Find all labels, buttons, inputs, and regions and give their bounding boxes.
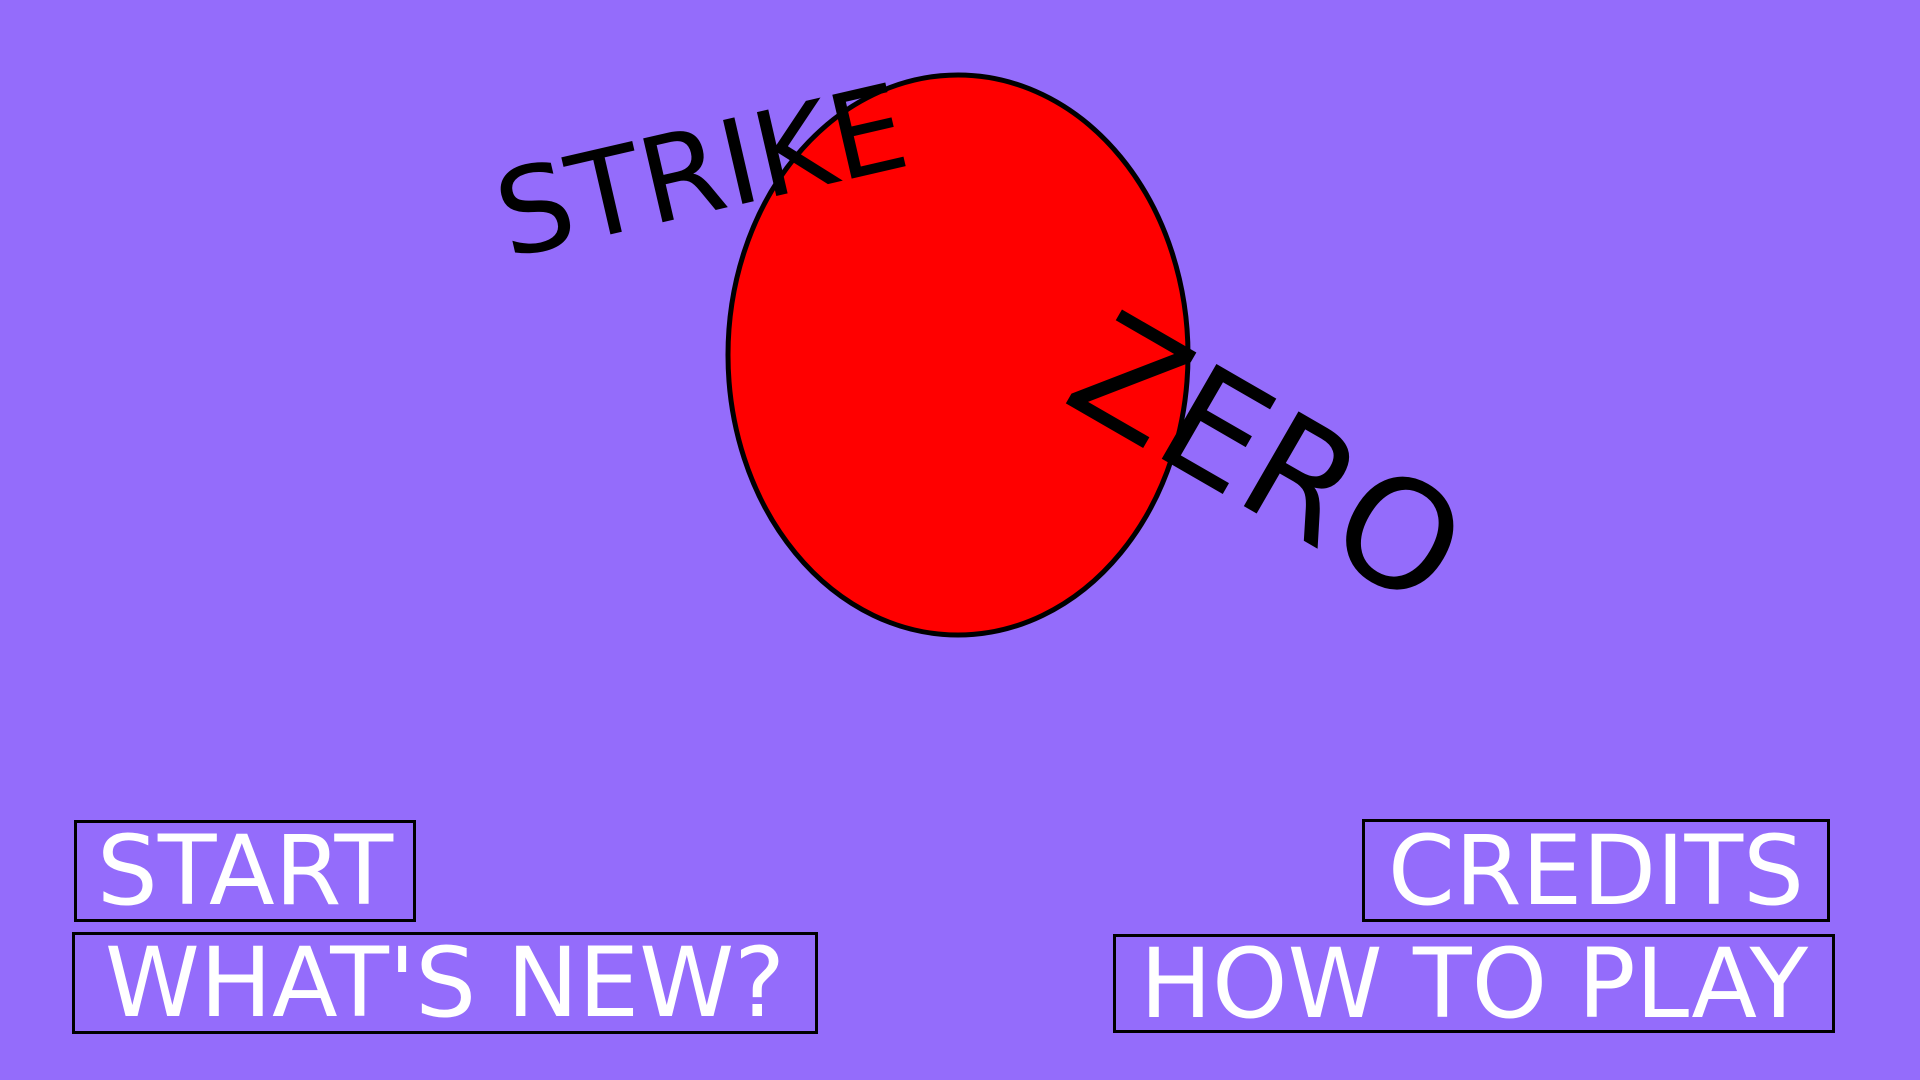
credits-button[interactable]: CREDITS	[1362, 819, 1830, 922]
red-sun-circle	[725, 72, 1191, 638]
how-to-play-button[interactable]: HOW TO PLAY	[1113, 934, 1835, 1033]
whats-new-button[interactable]: WHAT'S NEW?	[72, 932, 818, 1034]
title-word-zero: ZERO	[1042, 280, 1493, 641]
start-button[interactable]: START	[74, 820, 416, 922]
